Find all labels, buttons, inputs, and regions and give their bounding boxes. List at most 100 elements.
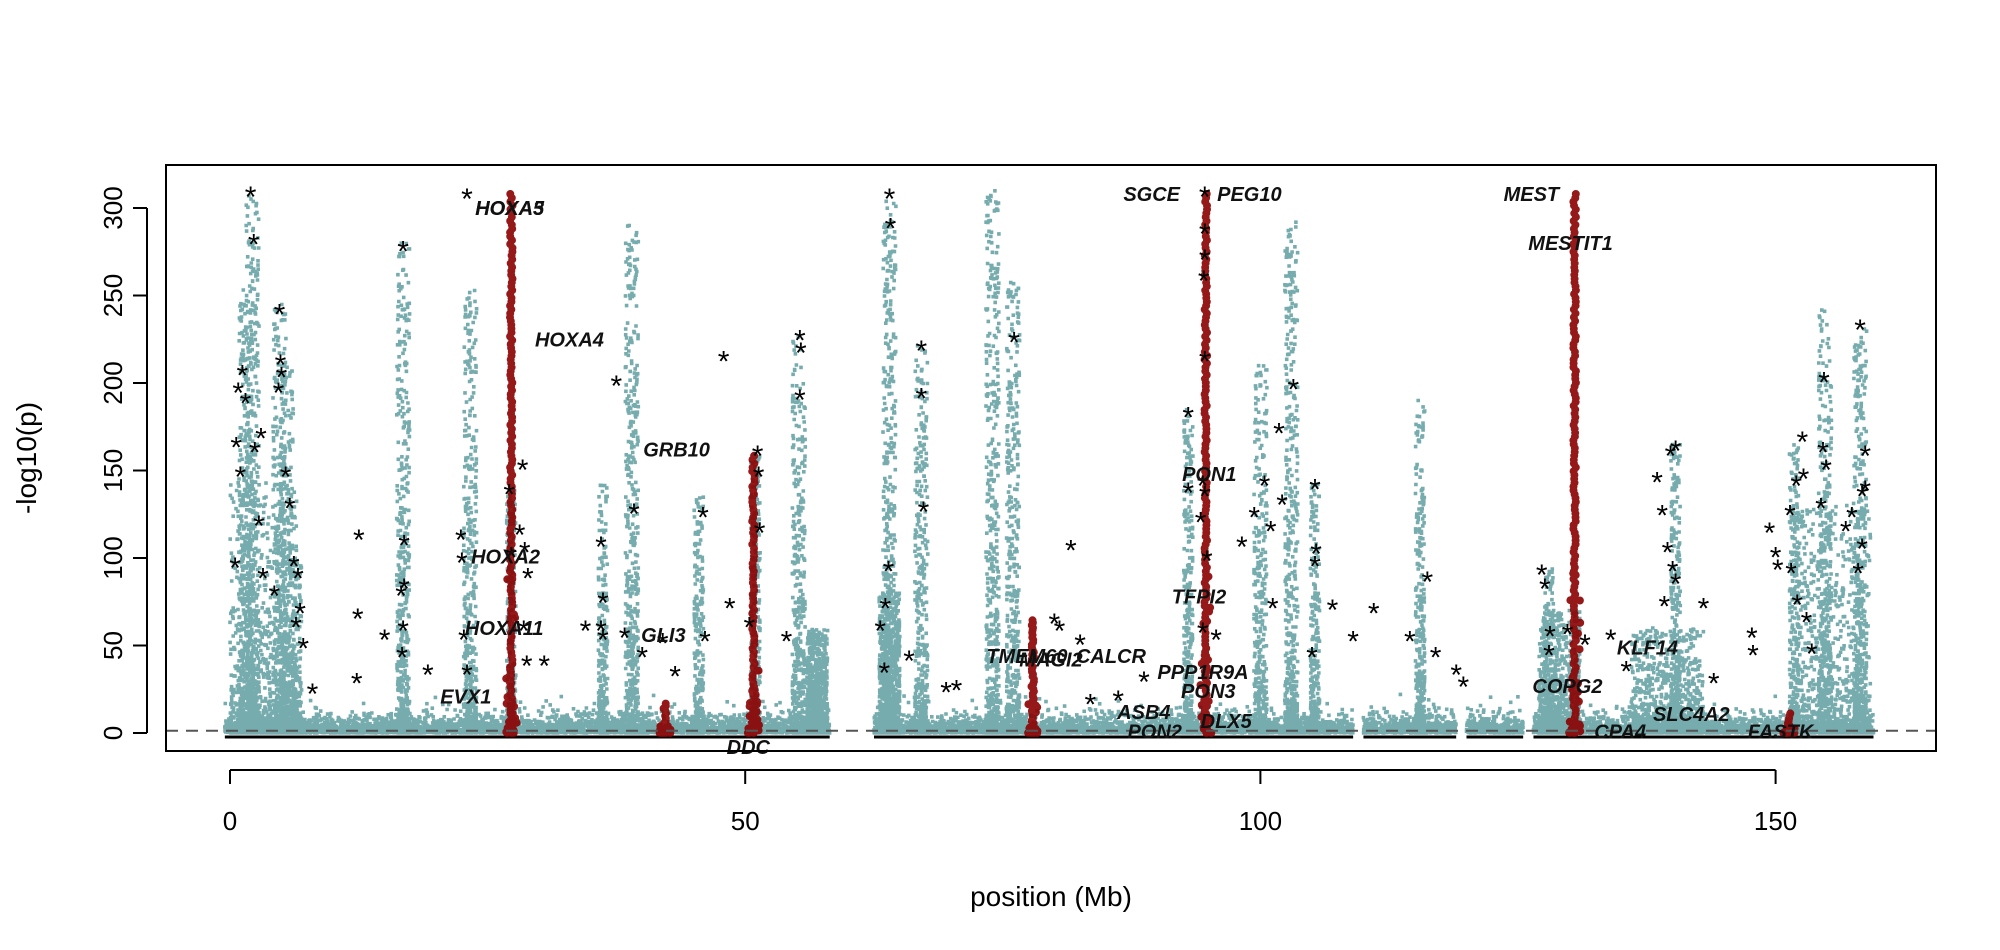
top-hit-star-33: *	[397, 615, 409, 648]
top-hit-star-132: *	[1605, 624, 1617, 657]
top-hit-star-25: *	[353, 524, 365, 557]
top-hit-star-28: *	[379, 624, 391, 657]
top-hit-star-40: *	[461, 659, 473, 692]
top-hit-star-112: *	[1288, 374, 1300, 407]
top-hit-star-113: *	[1273, 417, 1285, 450]
top-hit-star-108: *	[1259, 470, 1271, 503]
top-hit-star-43: *	[517, 454, 529, 487]
gene-label-ddc: DDC	[727, 737, 771, 759]
top-hit-star-118: *	[1327, 594, 1339, 627]
top-hit-star-30: *	[398, 529, 410, 562]
top-hit-star-160: *	[1815, 493, 1827, 526]
top-hit-star-59: *	[657, 627, 669, 660]
top-hit-star-58: *	[636, 641, 648, 674]
top-hit-star-69: *	[794, 325, 806, 358]
gene-label-hoxa5: HOXA5	[475, 198, 545, 220]
top-hit-star-96: *	[1199, 218, 1211, 251]
top-hit-star-36: *	[461, 183, 473, 216]
top-hit-star-42: *	[505, 542, 517, 575]
top-hit-star-162: *	[1846, 501, 1858, 534]
top-hit-star-5: *	[230, 431, 242, 464]
gene-label-tmem60: TMEM60	[986, 646, 1067, 668]
top-hit-star-13: *	[275, 349, 287, 382]
top-hit-star-146: *	[1764, 517, 1776, 550]
top-hit-star-14: *	[276, 361, 288, 394]
y-tick-label-250: 250	[98, 274, 128, 317]
top-hit-star-90: *	[1085, 689, 1097, 722]
highlight-region-3	[1024, 616, 1042, 737]
top-hit-star-157: *	[1818, 367, 1830, 400]
top-hit-star-120: *	[1368, 598, 1380, 631]
top-hit-star-31: *	[398, 573, 410, 606]
top-hit-star-100: *	[1197, 470, 1209, 503]
gene-label-ppp1r9a: PPP1R9A	[1157, 662, 1248, 684]
gene-label-sgce: SGCE	[1123, 184, 1180, 206]
top-hit-star-74: *	[879, 592, 891, 625]
top-hit-star-47: *	[518, 615, 530, 648]
top-hit-star-139: *	[1667, 556, 1679, 589]
top-hit-star-6: *	[249, 437, 261, 470]
top-hit-star-65: *	[743, 612, 755, 645]
top-hit-star-37: *	[455, 524, 467, 557]
top-hit-star-109: *	[1265, 515, 1277, 548]
top-hit-star-52: *	[597, 587, 609, 620]
top-hit-star-93: *	[1182, 402, 1194, 435]
highlight-layer	[502, 190, 1799, 737]
x-tick-label-50: 50	[731, 806, 760, 836]
top-hit-star-54: *	[597, 624, 609, 657]
y-tick-label-100: 100	[98, 536, 128, 579]
gene-label-pon1: PON1	[1182, 464, 1236, 486]
top-hit-star-148: *	[1772, 554, 1784, 587]
points-layer	[223, 189, 1876, 735]
x-tick-label-150: 150	[1754, 806, 1797, 836]
top-hit-star-145: *	[1747, 640, 1759, 673]
top-hit-star-137: *	[1670, 435, 1682, 468]
top-hit-star-99: *	[1199, 346, 1211, 379]
top-hit-star-156: *	[1806, 638, 1818, 671]
top-hit-star-2: *	[237, 360, 249, 393]
top-hit-star-45: *	[519, 536, 531, 569]
gene-label-cpa4: CPA4	[1594, 721, 1646, 743]
top-hit-star-164: *	[1856, 480, 1868, 513]
top-hit-star-23: *	[297, 633, 309, 666]
top-hit-star-155: *	[1801, 606, 1813, 639]
top-hit-star-143: *	[1708, 668, 1720, 701]
top-hit-star-154: *	[1791, 589, 1803, 622]
gene-label-magi2: MAGI2	[1019, 650, 1082, 672]
top-hit-star-57: *	[619, 622, 631, 655]
top-hit-star-48: *	[521, 650, 533, 683]
top-hit-star-122: *	[1421, 566, 1433, 599]
top-hit-star-138: *	[1662, 536, 1674, 569]
top-hit-star-133: *	[1620, 655, 1632, 688]
top-hit-star-125: *	[1458, 671, 1470, 704]
top-hit-star-126: *	[1536, 559, 1548, 592]
top-hit-star-136: *	[1665, 440, 1677, 473]
top-hit-star-107: *	[1248, 501, 1260, 534]
top-hit-star-116: *	[1309, 550, 1321, 583]
top-hit-star-114: *	[1309, 473, 1321, 506]
gene-label-mestit1: MESTIT1	[1528, 233, 1612, 255]
gene-label-gli3: GLI3	[641, 625, 685, 647]
top-hit-star-34: *	[396, 641, 408, 674]
gene-label-slc4a2: SLC4A2	[1653, 704, 1730, 726]
top-hit-star-81: *	[916, 382, 928, 415]
top-hit-star-55: *	[611, 370, 623, 403]
top-hit-star-131: *	[1579, 629, 1591, 662]
top-hit-star-106: *	[1236, 531, 1248, 564]
top-hit-star-119: *	[1347, 626, 1359, 659]
top-hit-star-15: *	[273, 377, 285, 410]
top-hit-star-115: *	[1310, 538, 1322, 571]
top-hit-star-166: *	[1852, 557, 1864, 590]
top-hit-star-83: *	[940, 676, 952, 709]
top-hit-star-135: *	[1656, 500, 1668, 533]
top-hit-star-16: *	[280, 461, 292, 494]
top-hit-star-77: *	[883, 556, 895, 589]
top-hit-star-130: *	[1562, 619, 1574, 652]
y-tick-label-150: 150	[98, 449, 128, 492]
top-hit-star-66: *	[752, 440, 764, 473]
top-hit-star-11: *	[257, 563, 269, 596]
top-hit-star-168: *	[1859, 475, 1871, 508]
top-hit-star-87: *	[1048, 608, 1060, 641]
top-hit-star-167: *	[1859, 440, 1871, 473]
